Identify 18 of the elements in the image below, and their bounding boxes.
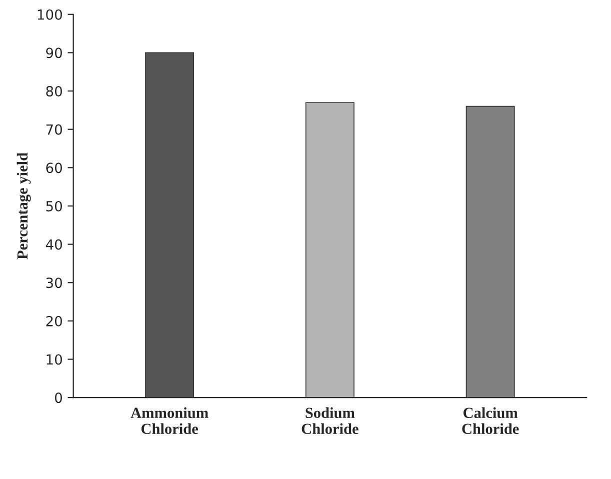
bar <box>466 106 515 398</box>
y-tick-label: 60 <box>46 162 62 174</box>
bar <box>305 102 354 398</box>
y-tick-label: 70 <box>46 124 62 135</box>
y-tick-label: 50 <box>46 200 62 212</box>
x-tick-label: Ammonium Chloride <box>130 407 208 434</box>
y-tick-label: 30 <box>46 278 62 288</box>
y-tick-label: 100 <box>38 9 62 20</box>
y-axis-title: Percentage yield <box>16 152 31 260</box>
y-tick-label: 90 <box>46 48 62 58</box>
y-tick-label: 10 <box>46 354 62 365</box>
y-tick-label: 80 <box>46 86 62 96</box>
x-tick-label: Sodium Chloride <box>302 407 358 434</box>
bar <box>145 52 194 398</box>
y-tick-label: 20 <box>46 316 62 326</box>
y-tick-label: 0 <box>54 392 62 404</box>
y-tick-label: 40 <box>46 239 62 250</box>
x-tick-label: Calcium Chloride <box>462 407 519 434</box>
